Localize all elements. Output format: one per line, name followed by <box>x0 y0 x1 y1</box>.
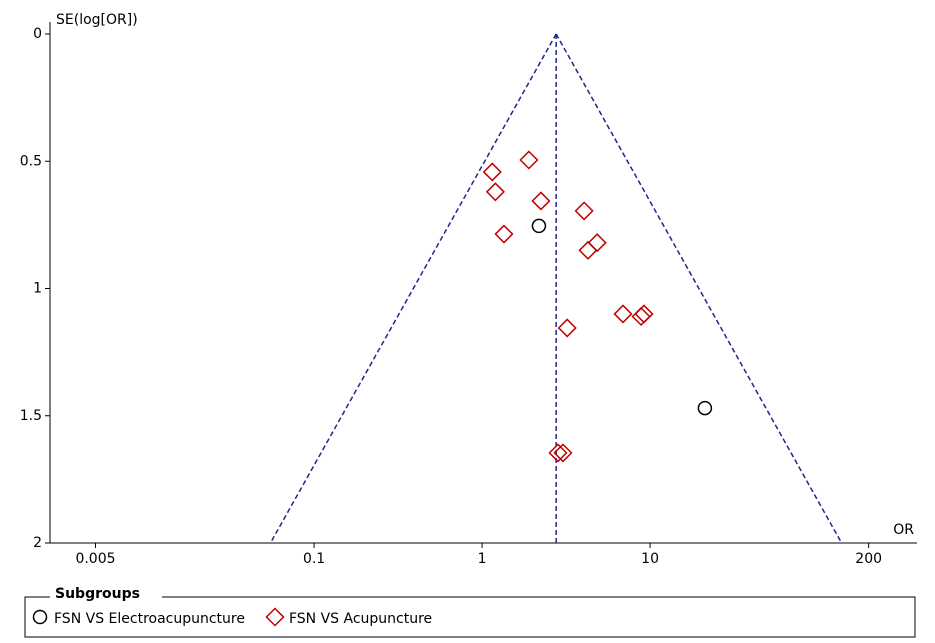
x-axis-label: OR <box>893 522 914 538</box>
y-tick-label: 0 <box>33 26 42 42</box>
point <box>553 443 573 463</box>
point <box>531 191 551 211</box>
legend-box <box>24 596 916 638</box>
y-tick-label: 0.5 <box>20 153 42 169</box>
point <box>557 318 577 338</box>
y-tick-label: 1 <box>33 281 42 297</box>
legend-label: FSN VS Acupuncture <box>289 611 432 627</box>
y-tick-label: 1.5 <box>20 408 42 424</box>
point <box>548 443 568 463</box>
legend-marker <box>265 607 285 627</box>
point <box>613 304 633 324</box>
point <box>587 233 607 253</box>
legend-label: FSN VS Electroacupuncture <box>54 611 245 627</box>
x-tick-label: 0.1 <box>303 551 325 567</box>
point <box>519 150 539 170</box>
x-tick-label: 1 <box>478 551 487 567</box>
x-tick-label: 10 <box>641 551 659 567</box>
point <box>574 201 594 221</box>
point <box>578 240 598 260</box>
point <box>631 306 651 327</box>
legend-title-bg <box>50 586 162 602</box>
funnel-line <box>555 33 843 544</box>
point <box>494 224 514 244</box>
point <box>531 218 547 234</box>
y-axis-label: SE(log[OR]) <box>56 12 138 28</box>
point <box>697 400 713 416</box>
x-tick-label: 200 <box>855 551 882 567</box>
x-tick-label: 0.005 <box>75 551 115 567</box>
legend-title: Subgroups <box>55 586 140 602</box>
point <box>482 162 502 182</box>
point <box>634 304 654 324</box>
funnel-line <box>269 33 557 544</box>
point <box>485 182 505 202</box>
y-tick-label: 2 <box>33 535 42 551</box>
legend-marker <box>32 609 48 625</box>
